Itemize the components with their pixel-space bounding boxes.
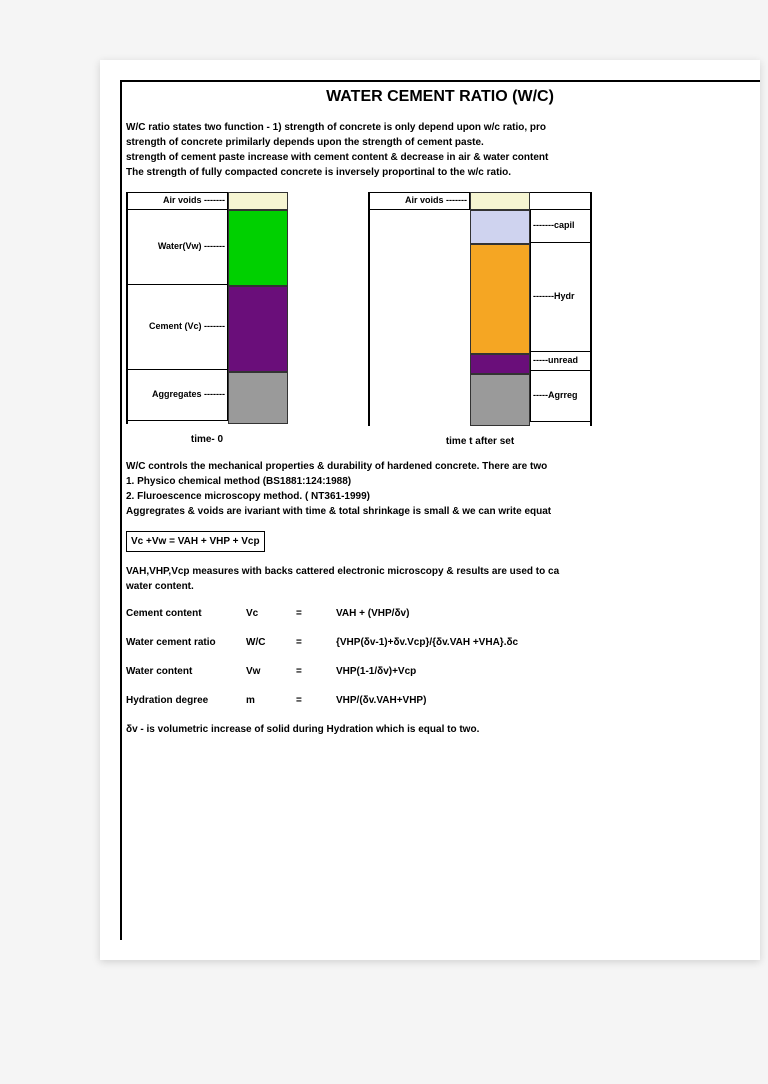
formula-row-0: Cement content Vc = VAH + (VHP/δv) — [126, 606, 760, 621]
document-page: WATER CEMENT RATIO (W/C) W/C ratio state… — [100, 60, 760, 960]
charts-area: Air voids ------- Water(Vw) ------- Ceme… — [126, 192, 760, 449]
rlabel-hyd: -------Hydr — [530, 242, 590, 351]
intro-line-2: strength of concrete primilarly depends … — [126, 135, 760, 150]
equation-box: Vc +Vw = VAH + VHP + Vcp — [126, 531, 265, 552]
chart-time-0: Air voids ------- Water(Vw) ------- Ceme… — [126, 192, 288, 449]
page-title: WATER CEMENT RATIO (W/C) — [120, 88, 760, 106]
seg-water — [228, 210, 288, 286]
mid-l3: 2. Fluroescence microscopy method. ( NT3… — [126, 489, 760, 504]
intro-line-1: W/C ratio states two function - 1) stren… — [126, 120, 760, 135]
rlabel-unr: -----unread — [530, 351, 590, 370]
chart-right-left-labels: Air voids ------- — [368, 192, 470, 426]
caption-right: time t after set — [446, 434, 514, 449]
label-water: Water(Vw) ------- — [128, 209, 228, 284]
chart-left-bar — [228, 192, 288, 424]
intro-line-4: The strength of fully compacted concrete… — [126, 165, 760, 180]
mid-l4: Aggregrates & voids are ivariant with ti… — [126, 504, 760, 519]
caption-left: time- 0 — [191, 432, 223, 447]
label-air-right: Air voids ------- — [370, 192, 470, 210]
footer-note: δv - is volumetric increase of solid dur… — [126, 722, 760, 737]
seg-cap — [470, 210, 530, 244]
mid-l6: water content. — [126, 579, 760, 594]
intro-line-3: strength of cement paste increase with c… — [126, 150, 760, 165]
chart-time-t: Air voids ------- -------capil -------Hy… — [368, 192, 592, 449]
seg-hyd — [470, 244, 530, 354]
chart-left-labels: Air voids ------- Water(Vw) ------- Ceme… — [126, 192, 228, 424]
label-cement: Cement (Vc) ------- — [128, 284, 228, 369]
mid-l1: W/C controls the mechanical properties &… — [126, 459, 760, 474]
formula-table: Cement content Vc = VAH + (VHP/δv) Water… — [126, 606, 760, 708]
seg-cement — [228, 286, 288, 372]
seg-unr — [470, 354, 530, 374]
mid-paragraph-2: VAH,VHP,Vcp measures with backs cattered… — [126, 564, 760, 594]
rlabel-cap: -------capil — [530, 209, 590, 242]
mid-paragraph: W/C controls the mechanical properties &… — [126, 459, 760, 519]
intro-paragraph: W/C ratio states two function - 1) stren… — [126, 120, 760, 180]
rlabel-agg: -----Agrreg — [530, 370, 590, 422]
chart-right-labels: -------capil -------Hydr -----unread ---… — [530, 192, 592, 426]
content-body: W/C ratio states two function - 1) stren… — [120, 120, 760, 737]
seg-air — [228, 192, 288, 210]
mid-l5: VAH,VHP,Vcp measures with backs cattered… — [126, 564, 760, 579]
label-air: Air voids ------- — [128, 192, 228, 209]
seg-agg-r — [470, 374, 530, 426]
formula-row-3: Hydration degree m = VHP/(δv.VAH+VHP) — [126, 693, 760, 708]
formula-row-1: Water cement ratio W/C = {VHP(δv-1)+δv.V… — [126, 635, 760, 650]
seg-aggregates — [228, 372, 288, 424]
chart-right-bar — [470, 192, 530, 426]
mid-l2: 1. Physico chemical method (BS1881:124:1… — [126, 474, 760, 489]
seg-air-r — [470, 192, 530, 210]
label-aggregates: Aggregates ------- — [128, 369, 228, 421]
formula-row-2: Water content Vw = VHP(1-1/δv)+Vcp — [126, 664, 760, 679]
